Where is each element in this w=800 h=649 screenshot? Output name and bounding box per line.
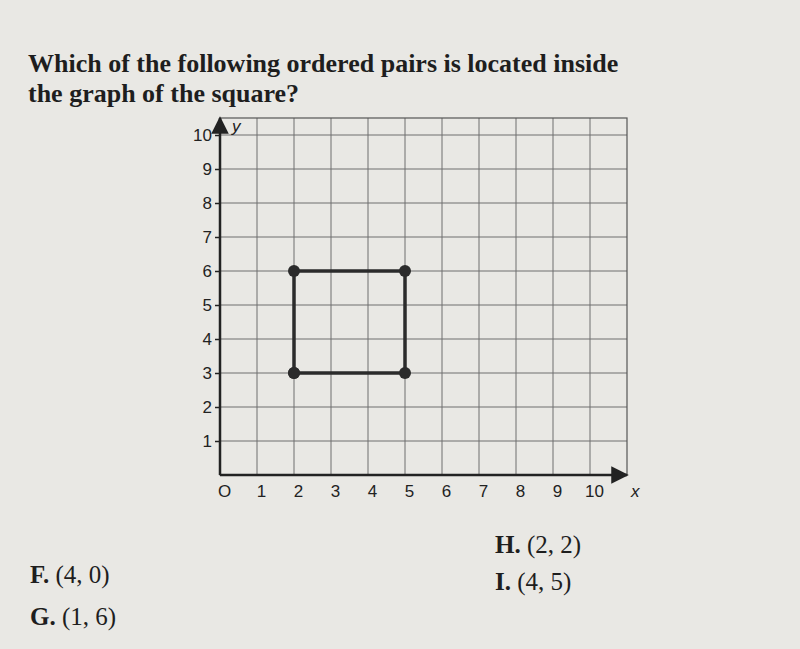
x-axis: O 1 2 3 4 5 6 7 8 9 10 [218,475,627,501]
tick-label: 6 [203,262,212,281]
tick-label: 1 [257,482,266,501]
tick-label: 8 [203,194,212,213]
tick-mark [215,407,220,409]
grid-line-y [220,339,627,340]
grid-line-y [220,203,627,204]
tick: 4 [203,330,220,349]
tick-label: 2 [203,398,212,417]
tick: 1 [203,432,220,451]
tick: 1 [257,475,266,501]
vertex [288,265,300,277]
tick-mark [215,169,220,171]
tick: 7 [479,475,488,501]
tick-label: 4 [203,330,212,349]
tick: 8 [203,194,220,213]
tick-label: 8 [516,482,525,501]
vertex [399,265,411,277]
paper [0,0,800,649]
tick-label: 6 [442,482,451,501]
tick-label: 2 [294,482,303,501]
tick: 2 [203,398,220,417]
answer-choice: H. (2, 2) [495,531,581,559]
tick: 4 [368,475,377,501]
tick: 5 [405,475,414,501]
tick-label: 4 [368,482,377,501]
answer-choice: I. (4, 5) [495,568,571,596]
grid-line-y [220,407,627,408]
axis-line [219,118,222,475]
vertex [399,367,411,379]
grid-line-x [516,118,517,475]
tick-label: 3 [331,482,340,501]
vertex [288,367,300,379]
plot-data [288,265,411,379]
axis-line [220,474,627,477]
tick-label: 7 [479,482,488,501]
answer-choice: G. (1, 6) [30,603,116,631]
tick-label: 5 [203,296,212,315]
grid-line-x [479,118,480,475]
grid-line-y [220,373,627,374]
grid-line-y [220,135,627,136]
tick: 9 [553,475,562,501]
square-outline [294,271,405,373]
grid-line-y [220,305,627,306]
tick-label: O [218,482,231,501]
tick-label: 10 [193,126,212,145]
tick: 2 [294,475,303,501]
tick-label: 9 [553,482,562,501]
tick: 10 [193,126,220,145]
grid-line-y [220,169,627,170]
tick-mark [215,373,220,375]
tick: 10 [585,475,604,501]
y-axis: 1 2 3 4 5 6 7 8 9 10 [193,118,220,475]
grid-line-x [442,118,443,475]
tick-mark [215,339,220,341]
tick-label: 10 [585,482,604,501]
tick: 6 [442,475,451,501]
tick: 3 [203,364,220,383]
answer-choice: F. (4, 0) [30,561,110,589]
grid-line-x [331,118,332,475]
tick-mark [215,271,220,273]
tick: O [218,475,231,501]
tick-mark [215,237,220,239]
tick-label: 7 [203,228,212,247]
tick-mark [215,135,220,137]
tick: 3 [331,475,340,501]
grid-line-y [220,237,627,238]
question: Which of the following ordered pairs is … [28,49,618,108]
grid [220,118,627,475]
vertex [288,367,300,379]
tick-label: 9 [203,160,212,179]
grid-line-y [220,271,627,272]
tick: 7 [203,228,220,247]
grid-line-x [257,118,258,475]
grid-line-x [220,118,221,475]
tick-mark [215,305,220,307]
tick: 9 [203,160,220,179]
tick: 5 [203,296,220,315]
x-axis-label: x [630,482,640,501]
tick-label: 3 [203,364,212,383]
y-axis-label: y [231,117,242,136]
grid-line-x [590,118,591,475]
grid-line-x [368,118,369,475]
tick-label: 1 [203,432,212,451]
tick-label: 5 [405,482,414,501]
grid-line-y [220,441,627,442]
plot-frame [220,118,627,475]
tick: 6 [203,262,220,281]
worksheet: Which of the following ordered pairs is … [0,0,800,649]
tick-mark [215,203,220,205]
tick: 8 [516,475,525,501]
tick-mark [215,441,220,443]
grid-line-x [553,118,554,475]
